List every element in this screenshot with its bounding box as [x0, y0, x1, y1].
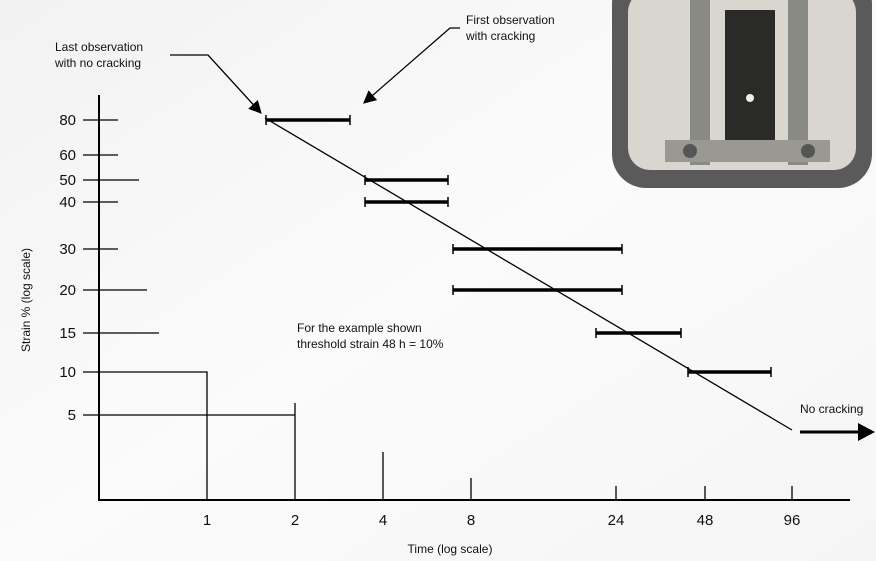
y-tick-label: 60	[59, 147, 76, 164]
annotation: Last observation	[55, 40, 143, 54]
y-tick-label: 50	[59, 172, 76, 189]
y-tick-label: 10	[59, 364, 76, 381]
y-tick-lines	[83, 119, 793, 500]
y-tick-label: 5	[68, 407, 76, 424]
x-tick-label: 96	[784, 512, 801, 529]
y-axis-title: Strain % (log scale)	[19, 248, 33, 352]
y-tick-label: 30	[59, 241, 76, 258]
specimen-photo	[612, 0, 872, 188]
annotation: with cracking	[465, 29, 535, 43]
annotation: No cracking	[800, 402, 863, 416]
x-tick-label: 48	[697, 512, 714, 529]
x-tick-label: 4	[379, 512, 387, 529]
y-tick-label: 20	[59, 282, 76, 299]
leader-arrow	[170, 54, 262, 114]
x-tick-label: 24	[608, 512, 625, 529]
annotation: threshold strain 48 h = 10%	[297, 337, 444, 351]
y-tick-label: 40	[59, 194, 76, 211]
y-tick-labels: 80 60 50 40 30 20 15 10 5	[59, 112, 76, 424]
annotation: with no cracking	[54, 56, 141, 70]
annotation: For the example shown	[297, 321, 422, 335]
leader-arrow	[363, 27, 460, 104]
x-tick-label: 1	[203, 512, 211, 529]
threshold-line	[264, 117, 793, 431]
y-tick-label: 80	[59, 112, 76, 129]
annotation: First observation	[466, 13, 555, 27]
x-tick-label: 8	[467, 512, 475, 529]
x-tick-label: 2	[291, 512, 299, 529]
y-tick-label: 15	[59, 325, 76, 342]
arrow-head	[858, 423, 875, 441]
interval-bars	[265, 115, 772, 377]
x-axis-title: Time (log scale)	[408, 542, 493, 556]
x-tick-labels: 1 2 4 8 24 48 96	[203, 512, 801, 529]
